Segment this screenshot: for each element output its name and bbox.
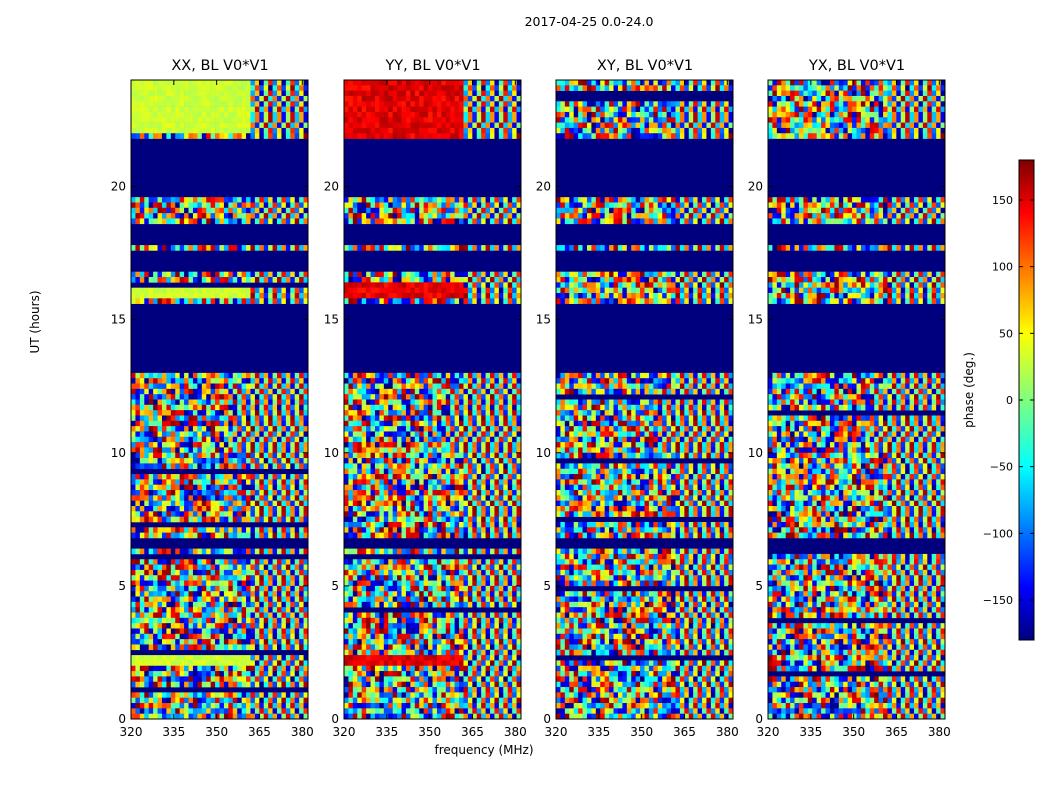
panel-title-yx: YX, BL V0*V1: [808, 58, 906, 74]
x-tick-label: 335: [162, 725, 185, 739]
y-tick-label: 5: [118, 579, 126, 593]
y-tick-label: 15: [748, 313, 763, 327]
x-tick-label: 380: [504, 725, 527, 739]
y-tick-label: 20: [111, 180, 126, 194]
y-tick-label: 10: [111, 446, 126, 460]
y-tick-label: 0: [543, 712, 551, 726]
panel-yx: 320 335 350 365 380 0 5 10 15 20: [748, 79, 951, 739]
x-tick-label: 380: [291, 725, 314, 739]
y-tick-label: 15: [324, 313, 339, 327]
heatmap-cells: [768, 80, 946, 720]
y-tick-label: 20: [324, 180, 339, 194]
y-tick-label: 20: [748, 180, 763, 194]
colorbar-tick-label: −100: [983, 527, 1013, 540]
x-tick-label: 350: [630, 725, 653, 739]
colorbar: −150 −100 −50 0 50 100 150: [983, 159, 1035, 641]
x-tick-label: 320: [120, 725, 143, 739]
x-tick-label: 335: [799, 725, 822, 739]
y-tick-label: 5: [755, 579, 763, 593]
colorbar-label: phase (deg.): [962, 352, 976, 428]
x-tick-label: 350: [842, 725, 865, 739]
panel-title-xx: XX, BL V0*V1: [171, 58, 269, 74]
panel-frame: [343, 79, 522, 720]
colorbar-tick-label: 150: [992, 194, 1013, 207]
colorbar-tick-label: −150: [983, 594, 1013, 607]
y-tick-label: 5: [543, 579, 551, 593]
x-tick-label: 320: [545, 725, 568, 739]
y-tick-label: 15: [536, 313, 551, 327]
x-tick-label: 365: [461, 725, 484, 739]
panel-title-xy: XY, BL V0*V1: [596, 58, 694, 74]
y-tick-label: 15: [111, 313, 126, 327]
y-tick-label: 0: [755, 712, 763, 726]
panel-xy: 320 335 350 365 380 0 5 10 15 20: [536, 79, 739, 739]
x-tick-label: 350: [418, 725, 441, 739]
heatmap-cells: [344, 80, 522, 720]
y-tick-label: 5: [331, 579, 339, 593]
x-tick-label: 380: [928, 725, 951, 739]
heatmap-cells: [556, 80, 734, 720]
panel-frame: [130, 79, 309, 720]
x-tick-label: 335: [587, 725, 610, 739]
y-tick-label: 10: [536, 446, 551, 460]
y-tick-label: 10: [748, 446, 763, 460]
panel-title-yy: YY, BL V0*V1: [385, 58, 481, 74]
x-tick-label: 320: [333, 725, 356, 739]
chart-title: 2017-04-25 0.0-24.0: [524, 14, 654, 29]
x-tick-label: 380: [716, 725, 739, 739]
heatmap-cells: [131, 80, 309, 720]
colorbar-tick-label: 0: [1006, 394, 1013, 407]
colorbar-tick-label: 100: [992, 261, 1013, 274]
panel-frame: [555, 79, 734, 720]
y-tick-label: 0: [331, 712, 339, 726]
x-axis-label: frequency (MHz): [434, 743, 534, 757]
x-tick-label: 365: [248, 725, 271, 739]
panel-frame: [767, 79, 946, 720]
colorbar-tick-label: 50: [999, 327, 1013, 340]
x-tick-label: 365: [673, 725, 696, 739]
y-tick-label: 20: [536, 180, 551, 194]
y-axis-label: UT (hours): [28, 290, 42, 354]
y-tick-label: 0: [118, 712, 126, 726]
x-tick-label: 350: [205, 725, 228, 739]
x-tick-label: 320: [757, 725, 780, 739]
x-tick-label: 335: [375, 725, 398, 739]
y-tick-label: 10: [324, 446, 339, 460]
x-tick-label: 365: [885, 725, 908, 739]
colorbar-tick-label: −50: [990, 461, 1013, 474]
panel-yy: 320 335 350 365 380 0 5 10 15 20: [324, 79, 527, 739]
panel-xx: 320 335 350 365 380 0 5 10 15 20: [111, 79, 314, 739]
